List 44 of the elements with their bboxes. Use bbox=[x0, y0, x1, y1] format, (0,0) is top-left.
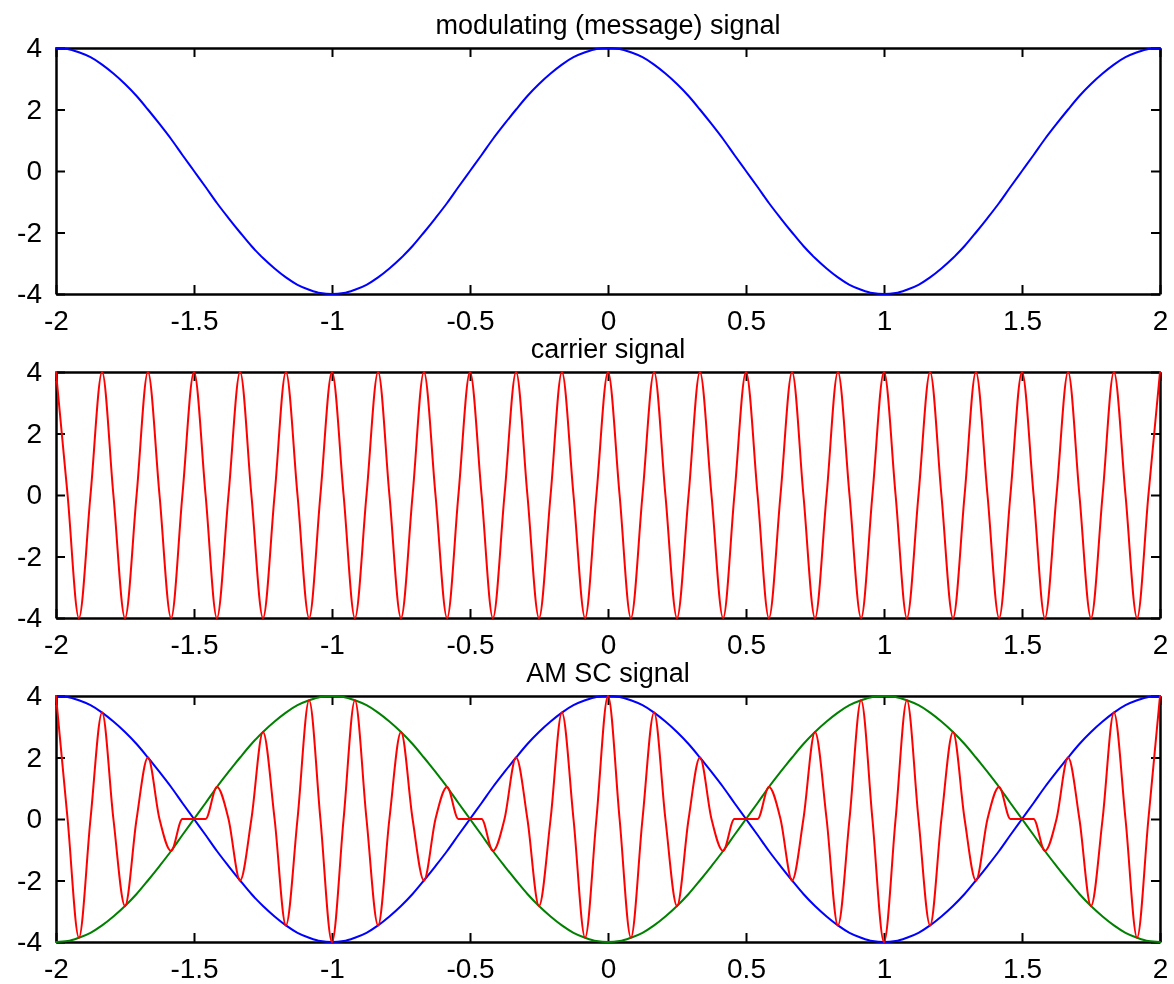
x-tick-label: 1.5 bbox=[1003, 628, 1042, 660]
x-tick-label: -1.5 bbox=[170, 952, 219, 984]
y-tick-label: 4 bbox=[26, 356, 42, 388]
y-tick-label: 4 bbox=[26, 32, 42, 64]
x-tick-label: 0 bbox=[600, 628, 617, 660]
x-tick-label: 1 bbox=[876, 304, 893, 336]
x-tick-label: -1.5 bbox=[170, 304, 219, 336]
y-tick-label: -4 bbox=[17, 278, 42, 310]
x-tick-label: -0.5 bbox=[446, 628, 495, 660]
y-tick-label: -2 bbox=[17, 864, 42, 896]
y-tick-label: 0 bbox=[26, 803, 42, 835]
y-tick-label: 0 bbox=[26, 155, 42, 187]
x-tick-label: 0.5 bbox=[727, 628, 766, 660]
x-tick-label: -1 bbox=[320, 628, 345, 660]
y-tick-label: -4 bbox=[17, 602, 42, 634]
y-tick-label: 2 bbox=[26, 417, 42, 449]
x-tick-label: 2 bbox=[1152, 952, 1169, 984]
x-tick-label: 1 bbox=[876, 952, 893, 984]
x-tick-label: -1 bbox=[320, 304, 345, 336]
x-tick-label: 0.5 bbox=[727, 952, 766, 984]
x-tick-label: 2 bbox=[1152, 304, 1169, 336]
x-tick-label: 0 bbox=[600, 952, 617, 984]
x-tick-label: 1.5 bbox=[1003, 304, 1042, 336]
y-tick-label: 0 bbox=[26, 479, 42, 511]
y-tick-label: 2 bbox=[26, 93, 42, 125]
y-tick-label: -2 bbox=[17, 216, 42, 248]
line-series bbox=[55, 695, 1161, 943]
x-tick-label: 0.5 bbox=[727, 304, 766, 336]
y-tick-label: -4 bbox=[17, 926, 42, 958]
line-series bbox=[55, 47, 1161, 295]
x-tick-label: -0.5 bbox=[446, 304, 495, 336]
chart-title: carrier signal bbox=[530, 334, 686, 364]
x-tick-label: 1 bbox=[876, 628, 893, 660]
y-tick-label: 2 bbox=[26, 741, 42, 773]
x-tick-label: 1.5 bbox=[1003, 952, 1042, 984]
x-tick-label: 2 bbox=[1152, 628, 1169, 660]
x-tick-label: -0.5 bbox=[446, 952, 495, 984]
x-tick-label: -1 bbox=[320, 952, 345, 984]
x-tick-label: 0 bbox=[600, 304, 617, 336]
y-tick-label: 4 bbox=[26, 680, 42, 712]
chart-title: AM SC signal bbox=[526, 658, 690, 688]
y-tick-label: -2 bbox=[17, 540, 42, 572]
x-tick-label: -1.5 bbox=[170, 628, 219, 660]
chart-title: modulating (message) signal bbox=[435, 10, 781, 40]
